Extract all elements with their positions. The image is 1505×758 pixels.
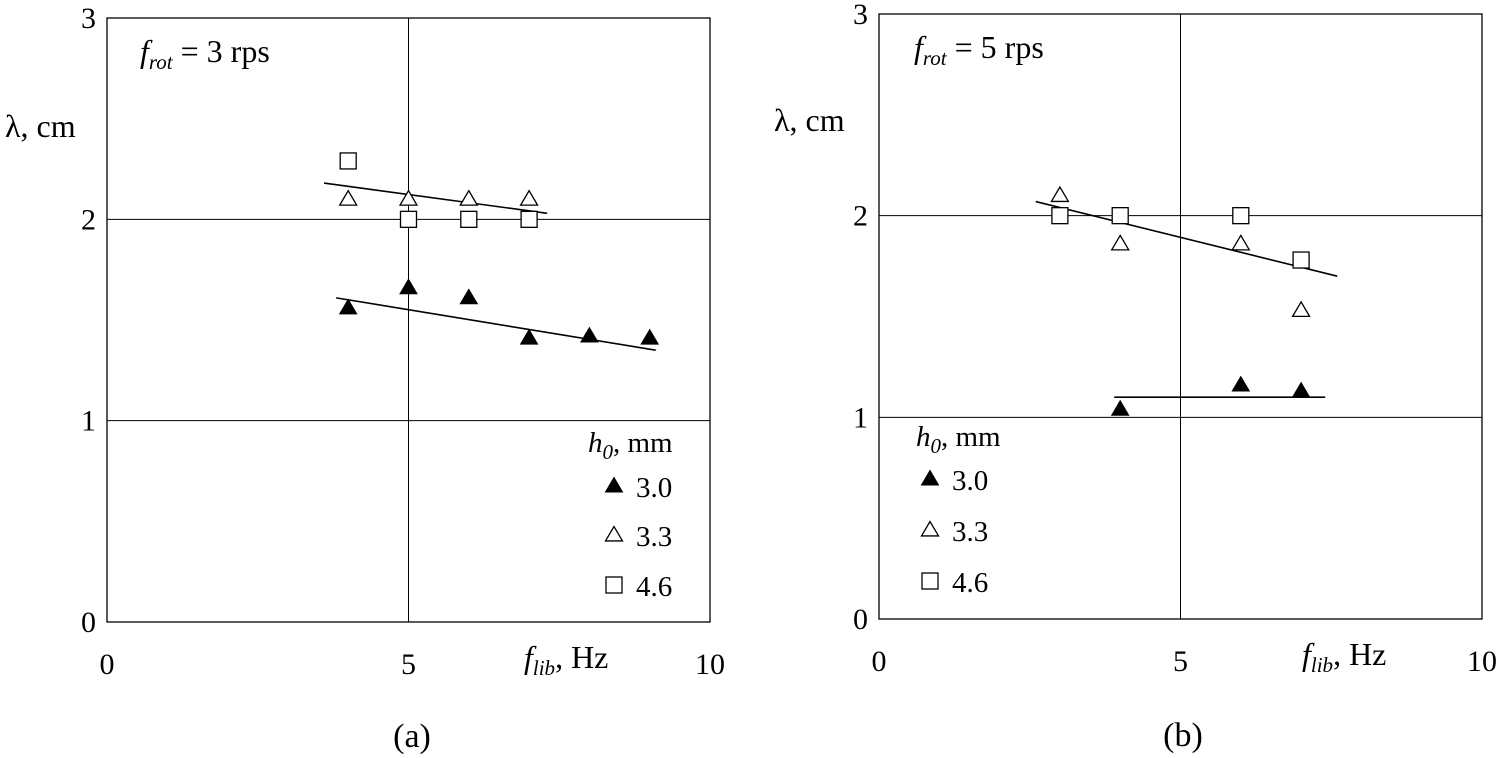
data-point-4-6 [520, 210, 538, 228]
data-point-3-0 [459, 288, 479, 305]
data-point-3-3 [519, 189, 539, 206]
y-tick-label: 1 [81, 405, 96, 438]
chart-panel-a: 0 1 2 3 0 5 10 λ, cm flib, Hz frot = 3 rps (a) h0, … [5, 2, 725, 755]
x-tick-label: 0 [100, 648, 115, 681]
data-point-3-0 [1110, 399, 1130, 416]
x-tick-label: 10 [1467, 645, 1497, 678]
data-point-3-0 [580, 326, 599, 343]
data-point-4-6 [1111, 207, 1129, 225]
x-tick-label: 10 [695, 648, 725, 681]
data-point-3-0 [640, 328, 660, 345]
data-point-4-6 [1051, 207, 1069, 225]
data-point-3-3 [338, 189, 358, 206]
legend-label: 4.6 [952, 567, 988, 599]
legend-label: 3.0 [952, 465, 988, 497]
data-point-4-6 [1232, 207, 1250, 225]
data-point-3-3 [1050, 185, 1070, 203]
trend-line-upper [1035, 200, 1338, 277]
y-tick-label: 3 [853, 0, 868, 31]
x-axis-label: flib, Hz [524, 639, 608, 680]
y-tick-label: 2 [853, 200, 868, 233]
legend-label: 3.3 [952, 516, 988, 548]
x-axis-label: flib, Hz [1302, 636, 1386, 677]
data-point-4-6 [1292, 251, 1310, 269]
y-axis-label: λ, cm [774, 102, 845, 138]
legend-marker-4-6 [921, 572, 939, 590]
y-tick-label: 3 [81, 2, 96, 35]
rotation-annotation: frot = 3 rps [140, 33, 270, 74]
panel-caption: (b) [1163, 717, 1203, 754]
legend-label: 3.0 [636, 472, 672, 504]
y-tick-label: 0 [853, 603, 868, 636]
data-point-4-6 [399, 210, 418, 228]
data-point-4-6 [460, 210, 478, 228]
chart-panel-b: 0 1 2 3 0 5 10 λ, cm flib, Hz frot = 5 rps (b) h0, … [774, 0, 1497, 754]
y-tick-label: 2 [81, 203, 96, 236]
y-axis-label: λ, cm [5, 108, 76, 144]
data-point-3-3 [459, 189, 479, 206]
y-tick-label: 0 [81, 606, 96, 639]
data-point-3-0 [338, 298, 358, 315]
data-point-3-0 [1231, 375, 1251, 392]
x-tick-label: 5 [1173, 645, 1188, 678]
data-point-3-3 [1110, 234, 1130, 251]
x-tick-label: 0 [872, 645, 887, 678]
legend-marker-3-3 [604, 525, 624, 542]
data-point-4-6 [339, 152, 357, 170]
panel-caption: (a) [393, 718, 431, 755]
data-point-3-3 [398, 189, 419, 206]
legend-marker-3-3 [920, 520, 940, 537]
data-point-3-3 [1231, 234, 1251, 251]
legend-marker-3-0 [920, 469, 940, 486]
legend-label: 3.3 [636, 521, 672, 553]
legend-marker-3-0 [604, 476, 624, 493]
legend-label: 4.6 [636, 571, 672, 603]
data-point-3-0 [1291, 381, 1311, 398]
data-point-3-0 [519, 328, 539, 345]
data-point-3-3 [1291, 300, 1311, 318]
legend-title: h0, mm [588, 427, 673, 464]
x-tick-label: 5 [401, 648, 416, 681]
data-point-3-0 [399, 278, 418, 295]
trend-line-lower [336, 297, 656, 351]
trend-line-upper [323, 182, 548, 215]
rotation-annotation: frot = 5 rps [914, 29, 1044, 70]
legend-marker-4-6 [605, 576, 623, 594]
legend-title: h0, mm [916, 421, 1001, 458]
y-tick-label: 1 [853, 401, 868, 434]
